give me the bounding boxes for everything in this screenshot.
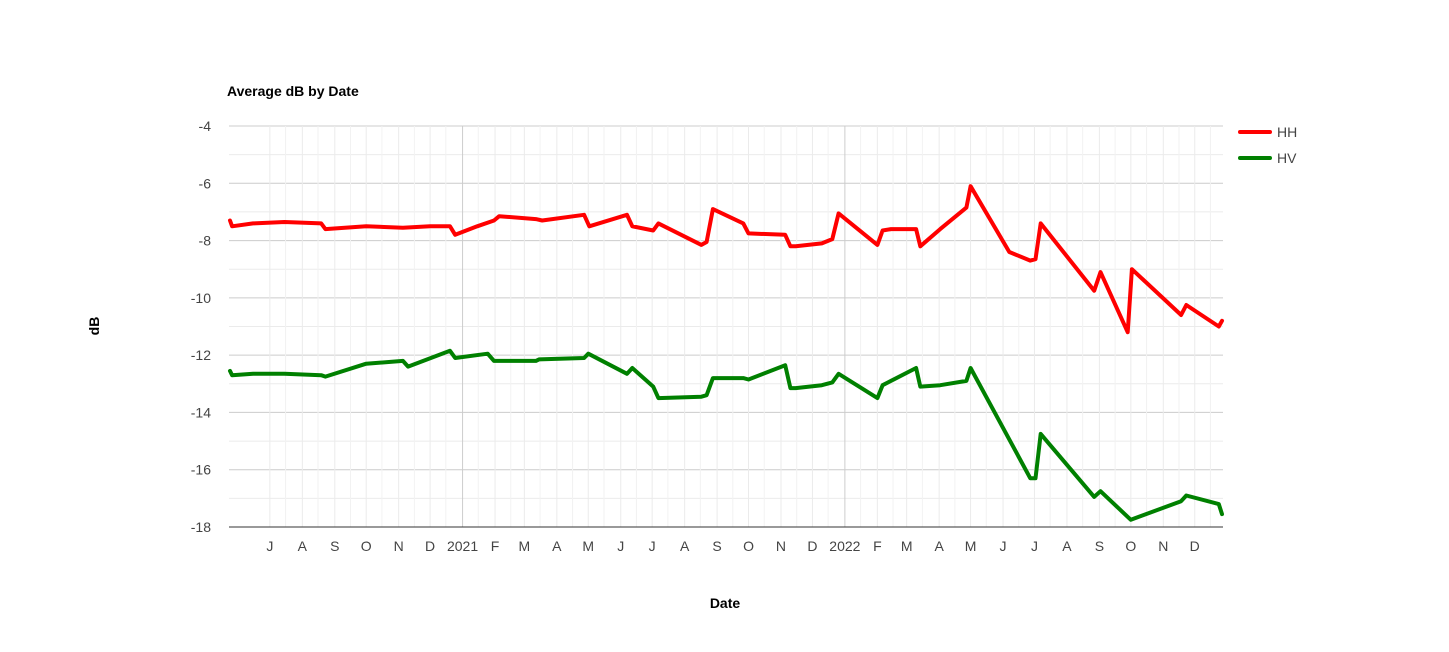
x-tick-label: A (1062, 538, 1072, 554)
x-tick-label: 2022 (829, 538, 860, 554)
x-tick-label: N (1158, 538, 1168, 554)
x-axis-title: Date (710, 595, 741, 611)
x-tick-label: O (743, 538, 754, 554)
x-tick-label: 2021 (447, 538, 478, 554)
x-tick-label: J (1000, 538, 1007, 554)
x-tick-label: M (965, 538, 977, 554)
legend: HH HV (1238, 124, 1297, 166)
x-tick-label: D (425, 538, 435, 554)
series-line-hh (228, 184, 1224, 335)
x-tick-label: A (298, 538, 308, 554)
x-tick-label: O (1125, 538, 1136, 554)
x-tick-label: J (266, 538, 273, 554)
y-tick-label: -18 (191, 519, 211, 535)
legend-label-hv: HV (1277, 150, 1297, 166)
y-axis-title: dB (86, 317, 102, 336)
x-tick-label: A (680, 538, 690, 554)
x-tick-label: D (1190, 538, 1200, 554)
x-tick-label: M (519, 538, 531, 554)
x-tick-label: S (330, 538, 339, 554)
y-tick-label: -6 (199, 175, 212, 191)
y-tick-label: -10 (191, 290, 211, 306)
grid-layer (229, 125, 1223, 528)
y-tick-label: -14 (191, 404, 211, 420)
chart-title: Average dB by Date (227, 83, 359, 99)
y-tick-label: -8 (199, 233, 212, 249)
legend-label-hh: HH (1277, 124, 1297, 140)
series-layer (228, 184, 1224, 522)
x-tick-label: F (491, 538, 500, 554)
x-tick-label: N (394, 538, 404, 554)
x-tick-label: S (1095, 538, 1104, 554)
x-tick-labels: J A S O N D 2021 F M A M J J A S O N D 2022 F M A M J J A S O N D (266, 538, 1199, 554)
x-tick-label: S (712, 538, 721, 554)
x-tick-label: M (582, 538, 594, 554)
y-tick-label: -16 (191, 462, 211, 478)
x-tick-label: J (1031, 538, 1038, 554)
x-tick-label: O (361, 538, 372, 554)
x-tick-label: J (617, 538, 624, 554)
x-tick-label: F (873, 538, 882, 554)
y-tick-labels: -4 -6 -8 -10 -12 -14 -16 -18 (191, 118, 211, 535)
x-tick-label: A (934, 538, 944, 554)
series-line-hv (228, 348, 1224, 522)
x-tick-label: D (807, 538, 817, 554)
x-tick-label: M (901, 538, 913, 554)
x-tick-label: J (649, 538, 656, 554)
x-tick-label: N (776, 538, 786, 554)
x-tick-label: A (552, 538, 562, 554)
y-tick-label: -12 (191, 347, 211, 363)
y-tick-label: -4 (199, 118, 212, 134)
